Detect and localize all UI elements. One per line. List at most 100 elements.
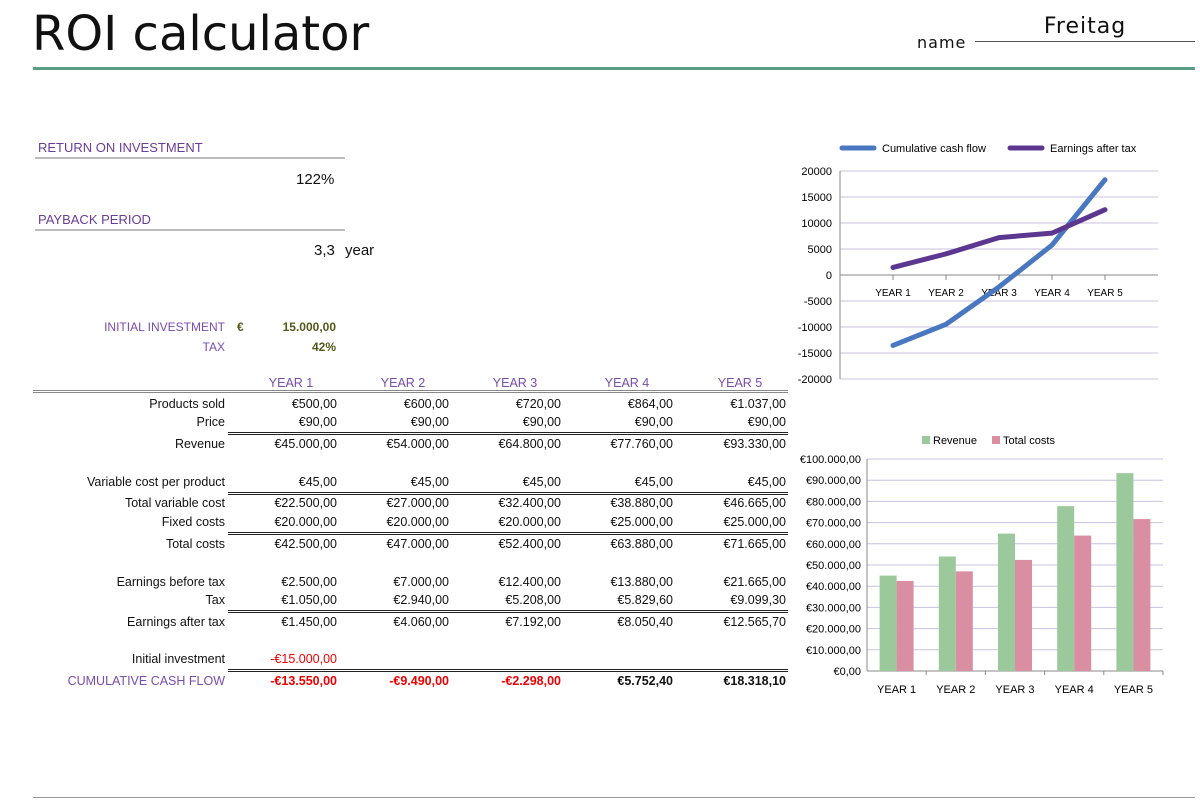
cell-value[interactable]: €18.318,10 bbox=[723, 674, 786, 688]
y-tick-label: -10000 bbox=[798, 322, 832, 334]
cell-value[interactable]: €90,00 bbox=[410, 415, 449, 429]
x-tick-label: YEAR 5 bbox=[1114, 684, 1153, 696]
cell-value[interactable]: €1.050,00 bbox=[281, 593, 337, 607]
cell-value[interactable]: €21.665,00 bbox=[723, 575, 786, 589]
cell-value[interactable]: €71.665,00 bbox=[723, 537, 786, 551]
year-header: YEAR 5 bbox=[717, 376, 763, 390]
cell-value[interactable]: €45.000,00 bbox=[274, 437, 337, 451]
cell-value[interactable]: €600,00 bbox=[403, 397, 449, 411]
cell-value[interactable]: €7.192,00 bbox=[505, 615, 561, 629]
cell-value[interactable]: €8.050,40 bbox=[617, 615, 673, 629]
cell-value[interactable]: €864,00 bbox=[627, 397, 673, 411]
cell-value[interactable]: €9.099,30 bbox=[730, 593, 786, 607]
cell-value[interactable]: €77.760,00 bbox=[610, 437, 673, 451]
cell-value[interactable]: €90,00 bbox=[298, 415, 337, 429]
cell-value[interactable]: €2.500,00 bbox=[281, 575, 337, 589]
double-underline bbox=[228, 669, 788, 672]
cell-value[interactable]: €90,00 bbox=[747, 415, 786, 429]
cell-value[interactable]: €5.829,60 bbox=[617, 593, 673, 607]
year-header: YEAR 2 bbox=[380, 376, 426, 390]
cell-value[interactable]: -€13.550,00 bbox=[270, 674, 337, 688]
legend-label: Revenue bbox=[933, 435, 977, 447]
x-tick-label: YEAR 1 bbox=[877, 684, 916, 696]
cell-value[interactable]: €500,00 bbox=[291, 397, 337, 411]
cell-value[interactable]: €5.752,40 bbox=[617, 674, 673, 688]
cell-value[interactable]: €42.500,00 bbox=[274, 537, 337, 551]
cell-value[interactable]: €54.000,00 bbox=[386, 437, 449, 451]
cell-value[interactable]: €7.000,00 bbox=[393, 575, 449, 589]
legend-label: Total costs bbox=[1003, 435, 1055, 447]
y-tick-label: €30.000,00 bbox=[806, 602, 861, 614]
row-label: Revenue bbox=[174, 437, 225, 451]
cell-value[interactable]: €52.400,00 bbox=[498, 537, 561, 551]
cell-value[interactable]: €46.665,00 bbox=[723, 496, 786, 510]
series-line bbox=[890, 177, 1108, 348]
cell-value[interactable]: €720,00 bbox=[515, 397, 561, 411]
row-label: CUMULATIVE CASH FLOW bbox=[67, 674, 225, 688]
cell-value[interactable]: €45,00 bbox=[747, 475, 786, 489]
y-tick-label: €70.000,00 bbox=[806, 518, 861, 530]
x-tick-label: YEAR 3 bbox=[981, 288, 1017, 299]
name-label: name bbox=[917, 33, 967, 52]
cell-value[interactable]: €12.400,00 bbox=[498, 575, 561, 589]
roi-label: RETURN ON INVESTMENT bbox=[35, 140, 345, 159]
cell-value[interactable]: €20.000,00 bbox=[498, 515, 561, 529]
cell-value[interactable]: €90,00 bbox=[634, 415, 673, 429]
y-tick-label: €80.000,00 bbox=[806, 496, 861, 508]
legend-label: Cumulative cash flow bbox=[882, 143, 986, 155]
revenue-bar bbox=[879, 575, 897, 671]
y-tick-label: €20.000,00 bbox=[806, 624, 861, 636]
cell-value[interactable]: €13.880,00 bbox=[610, 575, 673, 589]
cell-value[interactable]: €2.940,00 bbox=[393, 593, 449, 607]
cell-value[interactable]: €38.880,00 bbox=[610, 496, 673, 510]
header-divider bbox=[33, 67, 1195, 70]
double-underline bbox=[228, 492, 788, 495]
revenue-bar bbox=[938, 556, 956, 671]
y-tick-label: -5000 bbox=[804, 296, 832, 308]
cell-value[interactable]: €93.330,00 bbox=[723, 437, 786, 451]
tax-label: TAX bbox=[202, 340, 225, 354]
cell-value[interactable]: €12.565,70 bbox=[723, 615, 786, 629]
cell-value[interactable]: €63.880,00 bbox=[610, 537, 673, 551]
cell-value[interactable]: €20.000,00 bbox=[386, 515, 449, 529]
row-label: Tax bbox=[205, 593, 225, 607]
cell-value[interactable]: €32.400,00 bbox=[498, 496, 561, 510]
cell-value[interactable]: -€9.490,00 bbox=[389, 674, 449, 688]
name-field[interactable]: Freitag bbox=[975, 14, 1195, 42]
roi-value[interactable]: 122% bbox=[296, 171, 335, 188]
cell-value[interactable]: -€2.298,00 bbox=[501, 674, 561, 688]
cell-value[interactable]: €20.000,00 bbox=[274, 515, 337, 529]
cell-value[interactable]: -€15.000,00 bbox=[270, 652, 337, 666]
cell-value[interactable]: €1.450,00 bbox=[281, 615, 337, 629]
cell-value[interactable]: €27.000,00 bbox=[386, 496, 449, 510]
cell-value[interactable]: €45,00 bbox=[522, 475, 561, 489]
double-underline bbox=[228, 610, 788, 613]
y-tick-label: €40.000,00 bbox=[806, 581, 861, 593]
y-tick-label: €60.000,00 bbox=[806, 539, 861, 551]
page-title: ROI calculator bbox=[32, 6, 370, 62]
cell-value[interactable]: €22.500,00 bbox=[274, 496, 337, 510]
payback-value[interactable]: 3,3 bbox=[314, 242, 335, 259]
cell-value[interactable]: €45,00 bbox=[298, 475, 337, 489]
cell-value[interactable]: €64.800,00 bbox=[498, 437, 561, 451]
payback-label: PAYBACK PERIOD bbox=[35, 212, 345, 231]
cell-value[interactable]: €47.000,00 bbox=[386, 537, 449, 551]
y-tick-label: -15000 bbox=[798, 348, 832, 360]
payback-unit: year bbox=[345, 242, 375, 259]
cash-flow-line-chart: 20000 15000 10000 5000 0 -5000 -10000 -15000 -20… bbox=[798, 143, 1158, 386]
y-tick-label: 10000 bbox=[801, 218, 832, 230]
initial-investment-input[interactable]: 15.000,00 bbox=[282, 320, 336, 334]
cell-value[interactable]: €25.000,00 bbox=[610, 515, 673, 529]
total-costs-bar bbox=[1015, 559, 1032, 671]
y-tick-label: €10.000,00 bbox=[806, 645, 861, 657]
cell-value[interactable]: €4.060,00 bbox=[393, 615, 449, 629]
cell-value[interactable]: €45,00 bbox=[634, 475, 673, 489]
cell-value[interactable]: €5.208,00 bbox=[505, 593, 561, 607]
cell-value[interactable]: €1.037,00 bbox=[730, 397, 786, 411]
tax-input[interactable]: 42% bbox=[311, 340, 336, 354]
cell-value[interactable]: €90,00 bbox=[522, 415, 561, 429]
initial-investment-label: INITIAL INVESTMENT bbox=[104, 320, 225, 334]
footer-divider bbox=[33, 797, 1195, 798]
cell-value[interactable]: €45,00 bbox=[410, 475, 449, 489]
cell-value[interactable]: €25.000,00 bbox=[723, 515, 786, 529]
